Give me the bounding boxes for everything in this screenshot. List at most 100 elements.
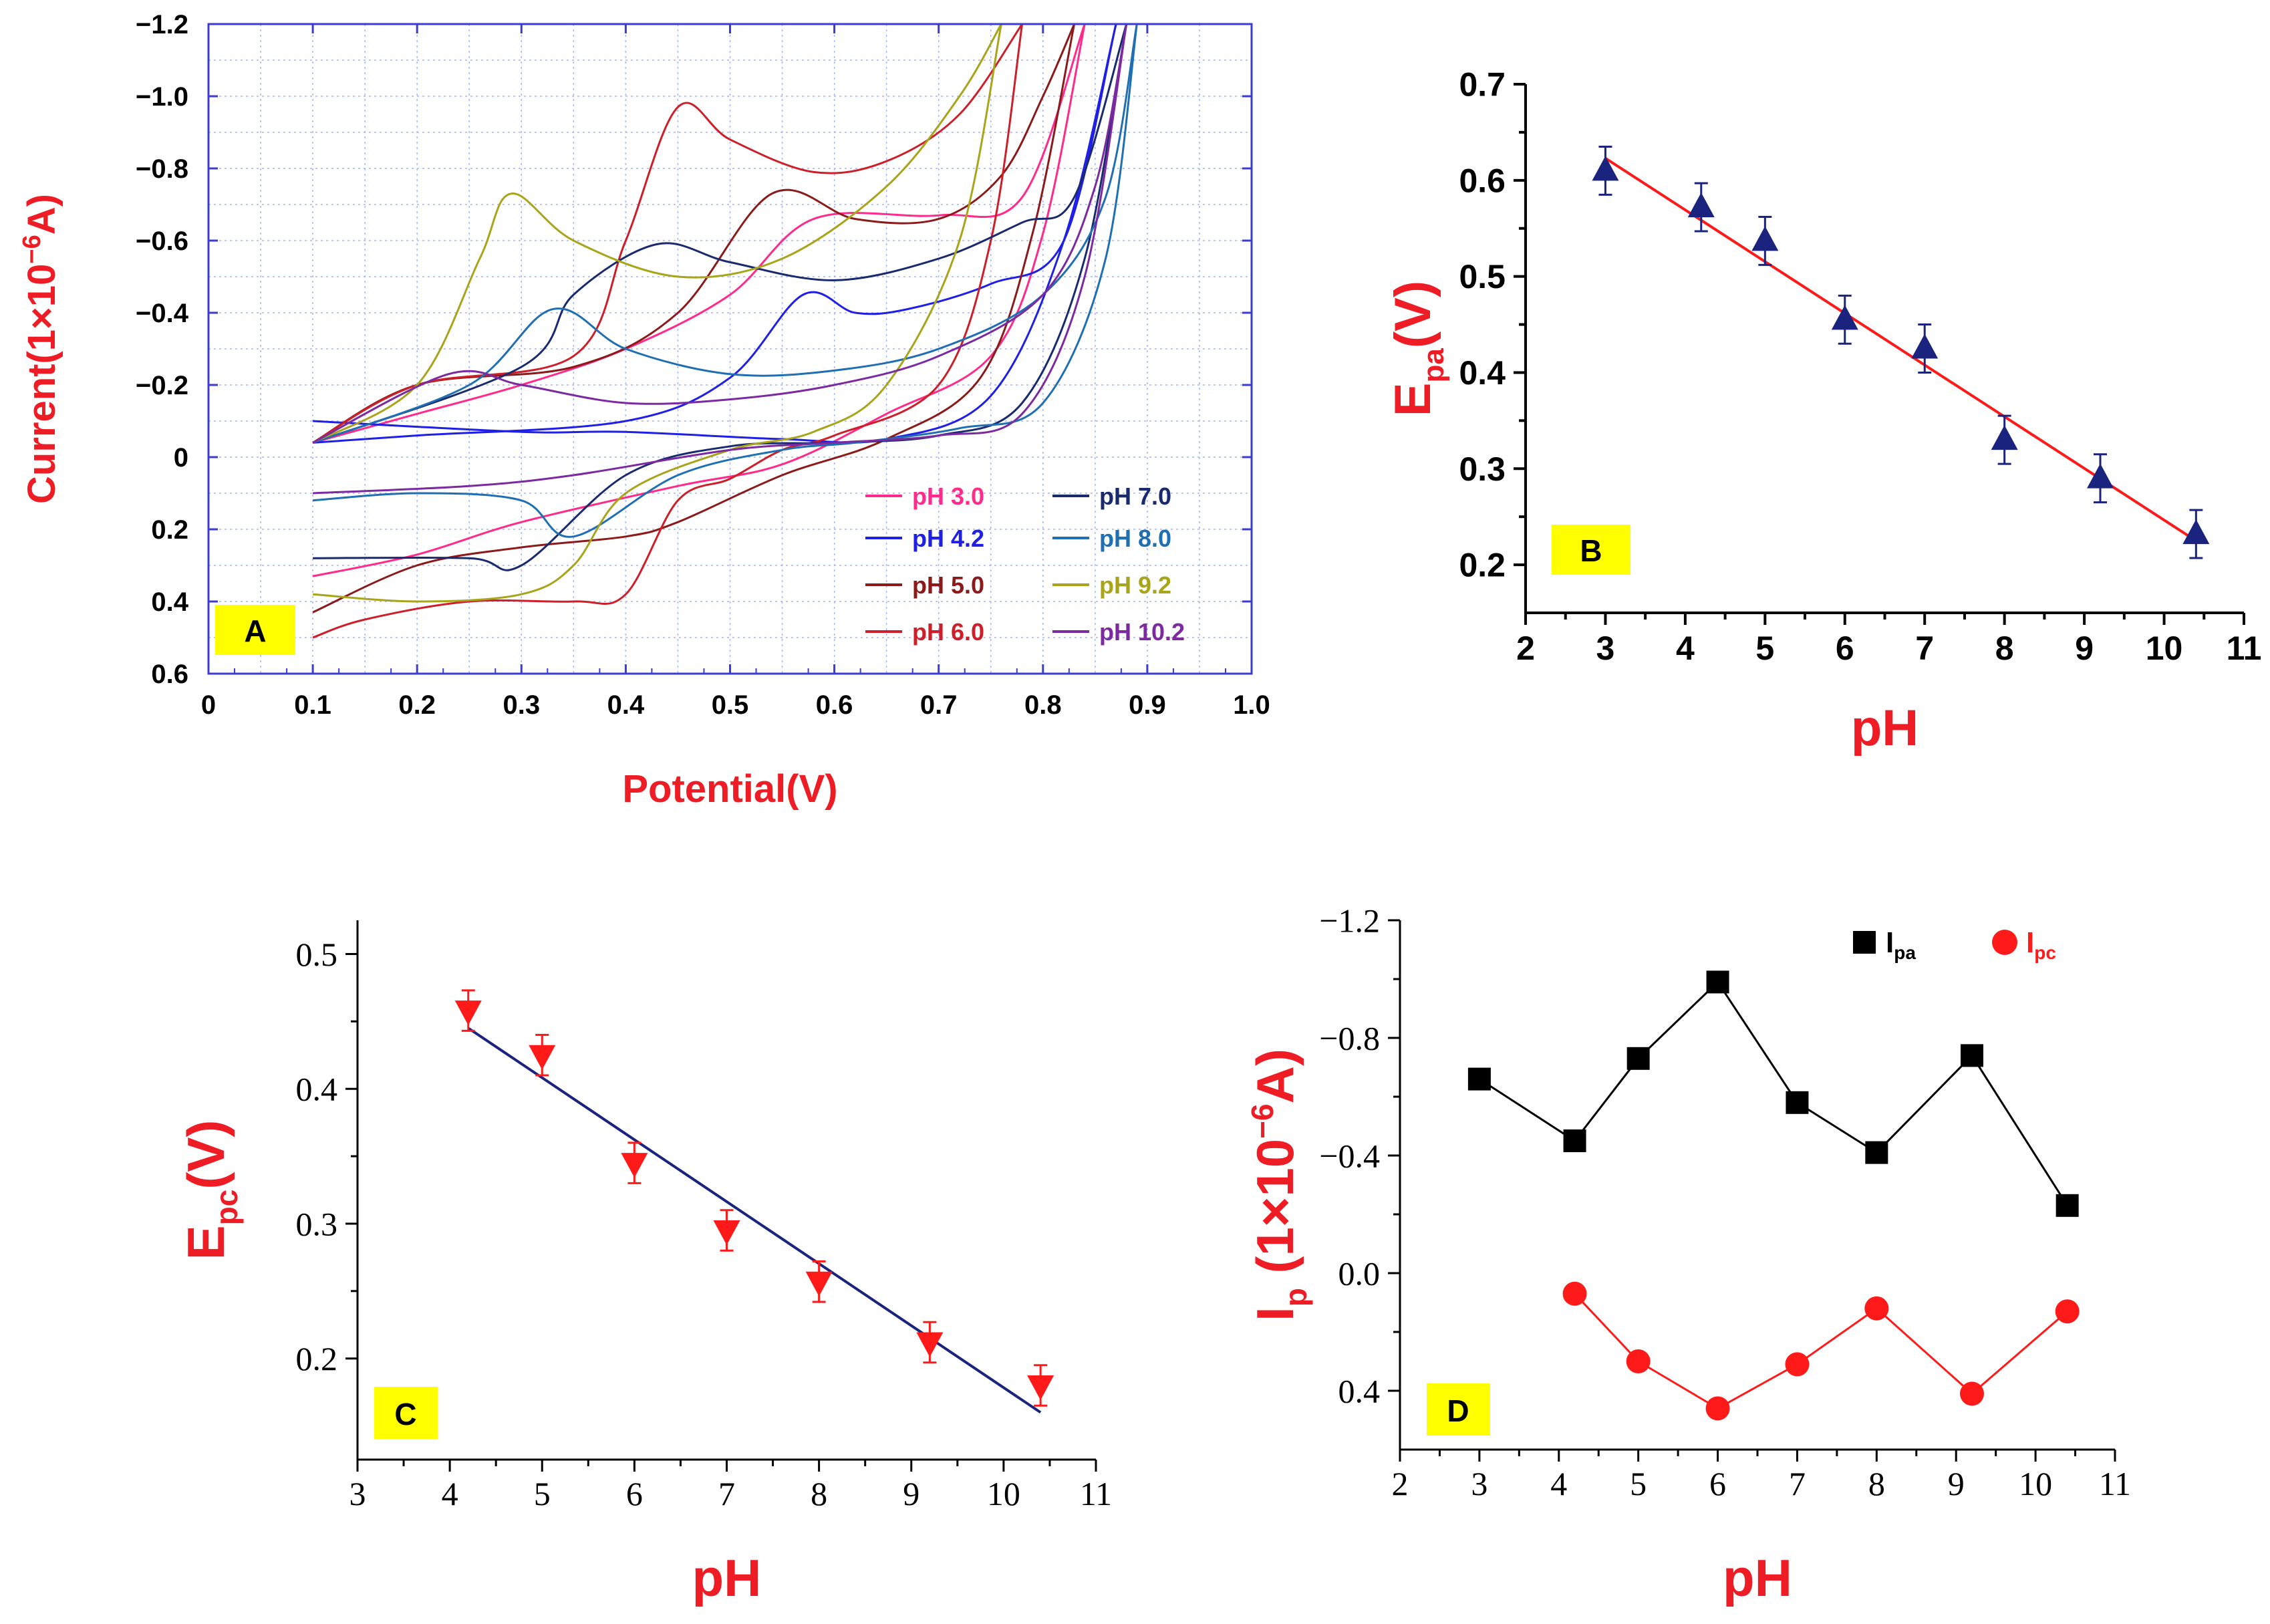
cv-curve-reverse-7 [313, 24, 1128, 495]
x-tick-label: 10 [987, 1475, 1020, 1512]
panel-a-y-label-exponent: −6 [18, 235, 46, 263]
data-point-triangle [621, 1153, 648, 1178]
data-point-Ipa [1563, 1129, 1586, 1152]
data-point-Ipc [1705, 1396, 1730, 1421]
data-point-triangle [805, 1271, 833, 1297]
y-tick-label: 0.4 [296, 1071, 338, 1108]
panel-d-y-label-unit: (1×10 [1246, 1139, 1304, 1288]
panel-c-data [454, 989, 1054, 1414]
panel-a-y-tick-label: 0.4 [151, 587, 188, 617]
panel-a-y-label-unit: A) [20, 194, 63, 235]
cv-curve-forward-0 [312, 24, 1086, 444]
fit-line [467, 1027, 1042, 1414]
cv-curve-reverse-5 [312, 24, 1138, 538]
panel-a-y-tick-label: 0 [174, 443, 188, 472]
legend-label-pH60: pH 6.0 [912, 618, 984, 646]
data-point-triangle [1751, 226, 1779, 251]
panel-d-y-label-main: I [1246, 1307, 1304, 1321]
panel-a-x-axis-label: Potential(V) [622, 767, 837, 811]
panel-b-data [1592, 145, 2210, 559]
data-point-Ipa [1626, 1047, 1650, 1070]
panel-a-y-tick-label: −0.6 [136, 227, 188, 256]
data-point-Ipc [1960, 1381, 1984, 1406]
data-point-Ipc [1864, 1296, 1889, 1321]
data-point-Ipc [2055, 1299, 2080, 1324]
y-tick-label: 0.3 [296, 1205, 338, 1242]
panel-c-x-axis-label: pH [692, 1548, 762, 1607]
panel-a: 0 0.1 0.2 0.3 0.4 0.5 0.6 0.7 0.8 0.9 1.0 −1.2 −1.0 −… [18, 10, 1270, 811]
x-tick-label: 8 [1995, 630, 2014, 667]
panel-b-x-axis-label: pH [1851, 700, 1919, 757]
x-tick-label: 2 [1516, 630, 1535, 667]
x-tick-label: 8 [1868, 1465, 1885, 1502]
panel-a-x-tick-label: 1.0 [1233, 690, 1270, 720]
data-point-triangle [454, 1000, 482, 1026]
legend-label-pH70: pH 7.0 [1099, 483, 1171, 510]
panel-a-y-tick-label: −0.8 [136, 154, 188, 184]
legend-label-pH42: pH 4.2 [912, 525, 984, 552]
legend-label-pH80: pH 8.0 [1099, 525, 1171, 552]
x-tick-label: 11 [2099, 1465, 2131, 1502]
x-tick-label: 8 [811, 1475, 827, 1512]
x-tick-label: 5 [534, 1475, 551, 1512]
x-tick-label: 3 [349, 1475, 366, 1512]
panel-a-x-tick-label: 0.8 [1024, 690, 1062, 720]
data-point-triangle [1911, 333, 1939, 359]
panel-a-x-tick-label: 0.1 [294, 690, 331, 720]
x-tick-label: 2 [1392, 1465, 1409, 1502]
panel-b-y-label-main: E [1385, 382, 1441, 416]
panel-b-badge-label: B [1580, 533, 1602, 568]
data-point-Ipc [1562, 1281, 1587, 1306]
x-tick-label: 6 [1836, 630, 1854, 667]
y-tick-label: 0.7 [1459, 66, 1506, 104]
cv-curve-forward-6 [312, 24, 1002, 444]
x-tick-label: 5 [1630, 1465, 1647, 1502]
cv-curve-reverse-0 [312, 24, 1086, 577]
panel-c-badge: C [374, 1387, 438, 1439]
cv-curve-reverse-3 [312, 24, 1024, 639]
panel-b-y-label-subscript: pa [1417, 348, 1450, 383]
y-tick-label: 0.5 [296, 936, 338, 973]
panel-b-axes: 2 3 4 5 6 7 8 9 10 11 0.2 0.3 0.4 0.5 0.6 0.7 [1459, 66, 2261, 668]
panel-d-badge: D [1427, 1383, 1490, 1436]
panel-d-axes: 2 3 4 5 6 7 8 9 10 11 −1.2 −0.8 −0.4 0.0 0.4 [1319, 902, 2131, 1503]
legend-label-pH30: pH 3.0 [912, 483, 984, 510]
panel-c-y-label-subscript: pc [209, 1190, 244, 1226]
panel-b: 2 3 4 5 6 7 8 9 10 11 0.2 0.3 0.4 0.5 0.6 0.7 B pH Epa(… [1385, 66, 2261, 757]
x-tick-label: 9 [903, 1475, 919, 1512]
cv-curve-forward-3 [312, 24, 1023, 444]
panel-a-y-tick-label: −1.0 [136, 82, 188, 112]
panel-c-axes: 3 4 5 6 7 8 9 10 11 0.2 0.3 0.4 0.5 [296, 920, 1112, 1512]
x-tick-label: 4 [442, 1475, 458, 1512]
y-tick-label: −0.8 [1319, 1020, 1380, 1057]
panel-c-y-axis-label: Epc(V) [176, 1120, 244, 1260]
data-point-Ipa [1865, 1141, 1888, 1164]
panel-b-y-axis-label: Epa(V) [1385, 281, 1450, 416]
cv-curve-reverse-4 [313, 24, 1128, 571]
x-tick-label: 4 [1550, 1465, 1567, 1502]
panel-a-x-tick-label: 0.5 [712, 690, 749, 720]
x-tick-label: 9 [2075, 630, 2094, 667]
panel-a-y-axis-label: Current(1×10−6A) [18, 194, 63, 504]
panel-d-y-axis-label: Ip (1×10−6A) [1245, 1049, 1313, 1321]
legend-marker-Ipa [1853, 931, 1876, 954]
panel-a-x-tick-label: 0 [201, 690, 216, 720]
panel-d-y-label-subscript: p [1278, 1288, 1313, 1307]
y-tick-label: 0.2 [1459, 547, 1506, 584]
panel-a-curves [312, 24, 1138, 639]
x-tick-label: 6 [626, 1475, 643, 1512]
panel-c-badge-label: C [394, 1397, 416, 1432]
panel-a-x-tick-label: 0.7 [920, 690, 958, 720]
panel-d-badge-box [1427, 1383, 1490, 1436]
x-tick-label: 7 [1915, 630, 1934, 667]
panel-b-badge: B [1552, 525, 1630, 575]
x-tick-label: 6 [1709, 1465, 1726, 1502]
y-tick-label: 0.0 [1338, 1255, 1381, 1293]
panel-a-x-tick-label: 0.6 [816, 690, 853, 720]
data-point-Ipa [1786, 1091, 1809, 1114]
data-point-Ipa [2055, 1194, 2079, 1217]
panel-a-x-tick-label: 0.9 [1129, 690, 1166, 720]
data-point-Ipa [1467, 1067, 1491, 1091]
panel-c-y-label-main: E [176, 1225, 235, 1260]
